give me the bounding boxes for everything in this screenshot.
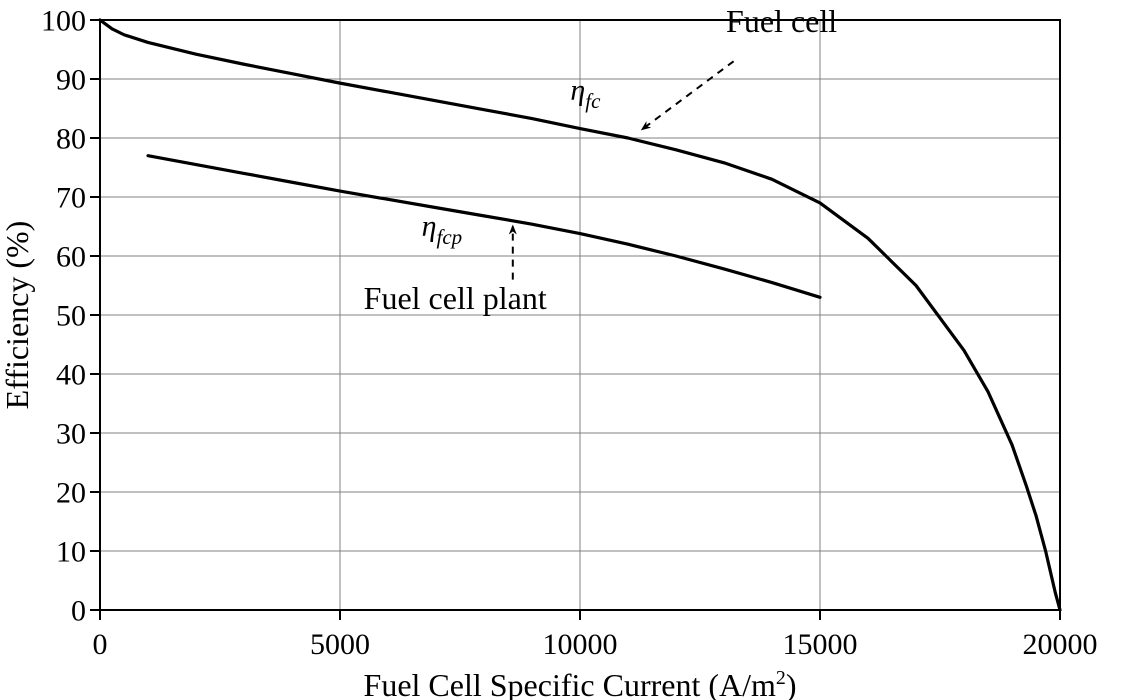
svg-text:ηfc: ηfc bbox=[570, 74, 601, 113]
y-tick-labels: 0 10 20 30 40 50 60 70 80 90 100 bbox=[41, 5, 100, 628]
efficiency-chart: 0 5000 10000 15000 20000 0 10 20 30 40 50 60 70 80 90… bbox=[0, 0, 1121, 700]
svg-text:ηfcp: ηfcp bbox=[422, 209, 463, 248]
annotations: Fuel cell Fuel cell plant bbox=[364, 3, 838, 316]
x-tick-label: 5000 bbox=[310, 628, 370, 661]
y-tick-label: 40 bbox=[56, 359, 86, 392]
annotation-fc-label: Fuel cell bbox=[642, 3, 837, 129]
y-tick-label: 100 bbox=[41, 5, 86, 38]
y-tick-label: 60 bbox=[56, 241, 86, 274]
inline-symbols: ηfc ηfcp bbox=[422, 74, 602, 249]
y-tick-label: 70 bbox=[56, 182, 86, 215]
x-tick-label: 10000 bbox=[543, 628, 618, 661]
symbol-fc: ηfc bbox=[570, 74, 601, 113]
grid bbox=[100, 20, 1060, 610]
y-tick-label: 50 bbox=[56, 300, 86, 333]
annotation-label: Fuel cell bbox=[726, 3, 837, 39]
annotation-label: Fuel cell plant bbox=[364, 280, 547, 316]
series-fcp bbox=[148, 156, 820, 298]
arrow-icon bbox=[642, 61, 733, 129]
y-tick-label: 80 bbox=[56, 123, 86, 156]
x-axis-title: Fuel Cell Specific Current (A/m2) bbox=[364, 667, 797, 700]
y-tick-label: 30 bbox=[56, 418, 86, 451]
x-tick-label: 20000 bbox=[1023, 628, 1098, 661]
x-tick-label: 0 bbox=[93, 628, 108, 661]
chart-svg: 0 5000 10000 15000 20000 0 10 20 30 40 50 60 70 80 90… bbox=[0, 0, 1121, 700]
x-tick-labels: 0 5000 10000 15000 20000 bbox=[93, 610, 1098, 661]
y-tick-label: 20 bbox=[56, 477, 86, 510]
y-axis-title: Efficiency (%) bbox=[0, 221, 35, 410]
x-tick-label: 15000 bbox=[783, 628, 858, 661]
y-tick-label: 90 bbox=[56, 64, 86, 97]
y-tick-label: 0 bbox=[71, 595, 86, 628]
symbol-fcp: ηfcp bbox=[422, 209, 463, 248]
y-tick-label: 10 bbox=[56, 536, 86, 569]
